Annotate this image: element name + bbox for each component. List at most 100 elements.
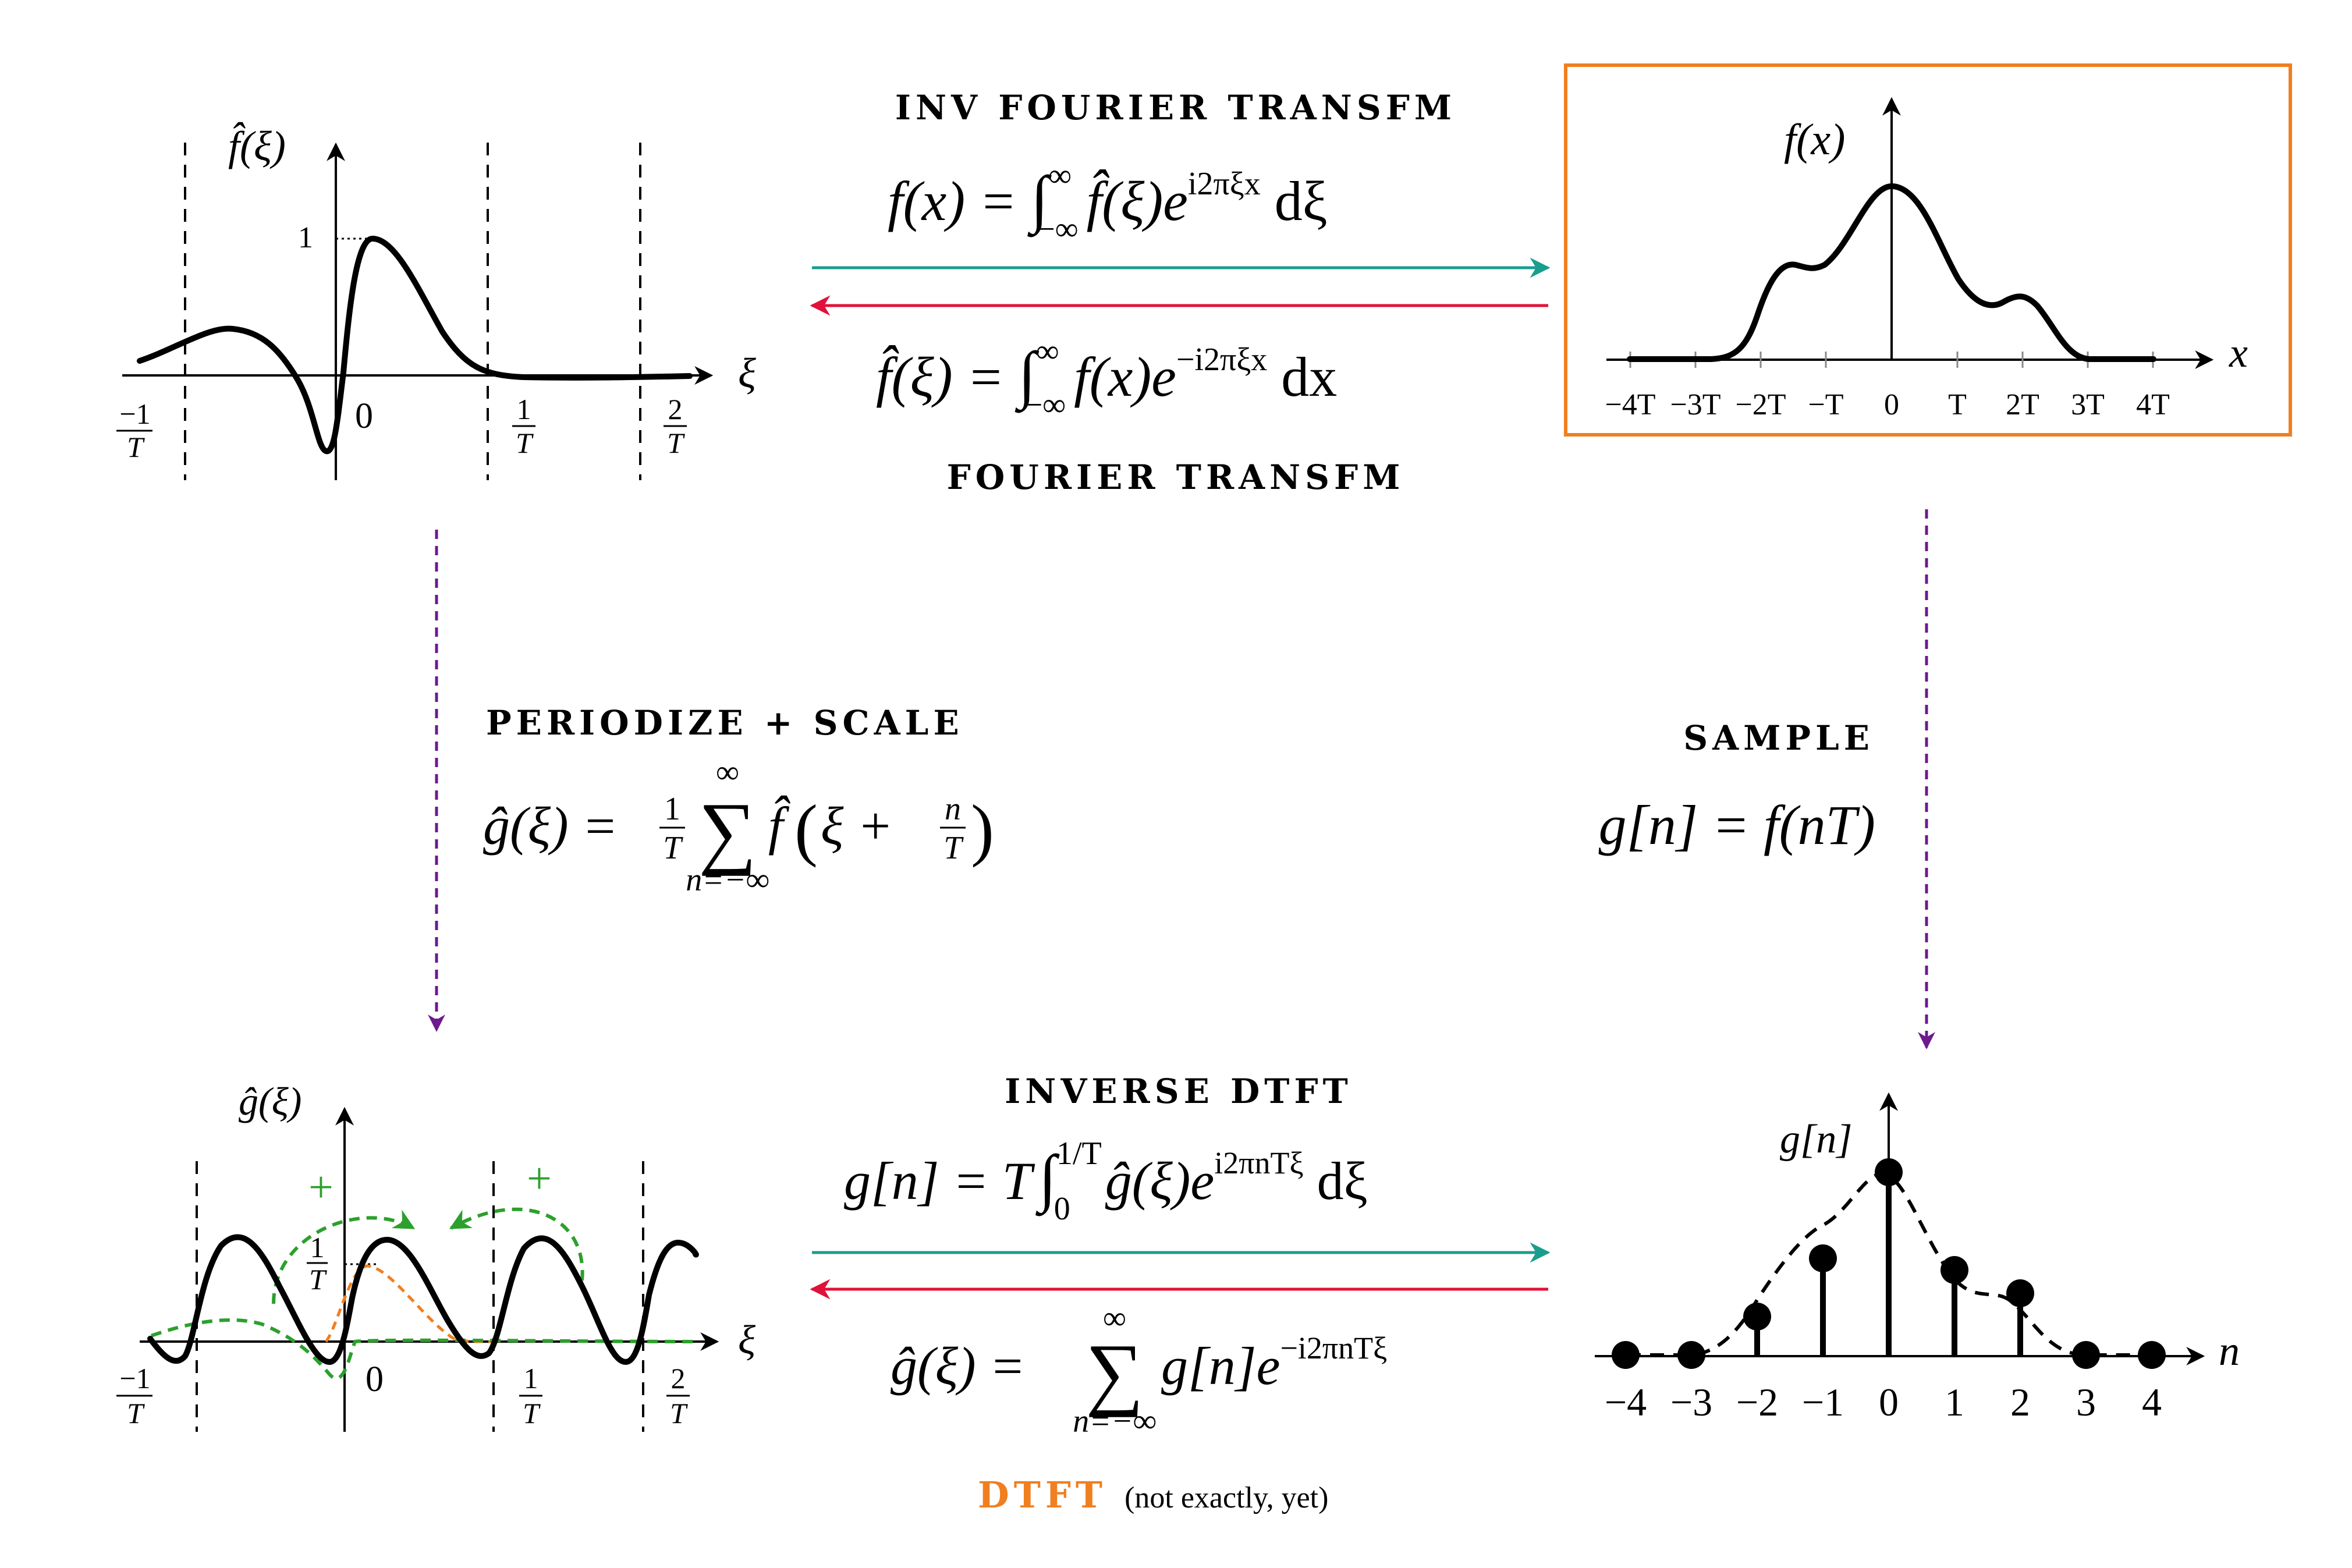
stem-tick-label: −2: [1736, 1380, 1778, 1424]
tr-xtick-7: 3T: [2071, 388, 2105, 421]
sample-title: SAMPLE: [1683, 718, 1874, 758]
tl-xtick-den-0: T: [127, 431, 145, 463]
bl-periodic-curve: [147, 1234, 699, 1365]
tr-xtick-5: T: [1948, 388, 1967, 421]
bl-y-tick-den: T: [309, 1263, 327, 1296]
inverse-fourier-upper: ∞: [1048, 158, 1072, 194]
fourier-formula: f̂(ξ) = ∫∞ −∞ f(x)e−i2πξx dx: [876, 334, 1337, 423]
bl-xtick-den-1: T: [523, 1397, 541, 1429]
tl-xtick-num-0: −1: [119, 398, 150, 430]
dtft-label: DTFT: [978, 1474, 1107, 1516]
signal-frame: [1564, 63, 2292, 437]
br-stems: [1612, 1158, 2166, 1369]
bl-origin-label: 0: [366, 1360, 384, 1399]
tl-xtick-num-2: 2: [668, 393, 683, 425]
periodize-close-paren: ): [971, 790, 994, 868]
bl-xtick-den-2: T: [670, 1397, 688, 1429]
stem-marker: [1677, 1341, 1705, 1369]
periodize-sum-lower: n=−∞: [686, 862, 769, 898]
periodize-frac-num: 1: [664, 791, 680, 827]
stem-marker: [2072, 1341, 2100, 1369]
bottom-left-labels: ĝ(ξ) ξ + + 1 T 0 −1 T 1 T 2 T: [116, 1079, 755, 1429]
top-right-plot: [1606, 97, 2214, 369]
inverse-dtft-formula: g[n] = T ∫1/T 0 ĝ(ξ)ei2πnTξ dξ: [844, 1136, 1368, 1227]
dtft-note: (not exactly, yet): [1124, 1481, 1328, 1514]
top-left-plot: [122, 142, 714, 480]
bottom-right-plot: [1595, 1092, 2205, 1369]
br-y-label: g[n]: [1780, 1117, 1852, 1162]
br-x-tick-labels: −4 −3 −2 −1 0 1 2 3 4: [1605, 1380, 2162, 1424]
bl-xtick-num-0: −1: [119, 1362, 150, 1395]
inverse-fourier-differential: dξ: [1261, 170, 1328, 232]
tr-xtick-2: −2T: [1735, 388, 1786, 421]
br-envelope: [1627, 1172, 2151, 1357]
dtft-integrand: g[n]e: [1161, 1336, 1280, 1396]
br-x-label: n: [2219, 1328, 2240, 1374]
bl-shifted-copy-green: [150, 1318, 696, 1381]
tr-xtick-8: 4T: [2136, 388, 2170, 421]
dtft-sum-lower: n=−∞: [1073, 1403, 1157, 1439]
periodize-inner-num: n: [945, 791, 961, 827]
inverse-dtft-title: INVERSE DTFT: [1005, 1072, 1353, 1111]
sample-formula: g[n] = f(nT): [1599, 794, 1876, 856]
periodize-term-start: f̂: [768, 796, 791, 856]
inverse-dtft-differential: dξ: [1304, 1151, 1368, 1211]
stem-tick-label: 2: [2010, 1380, 2030, 1424]
bl-xtick-num-1: 1: [524, 1362, 538, 1395]
tl-spectrum-curve: [137, 235, 693, 455]
tr-xtick-1: −3T: [1670, 388, 1720, 421]
stem-tick-label: 3: [2076, 1380, 2096, 1424]
tr-xtick-0: −4T: [1605, 388, 1655, 421]
bottom-right-labels: g[n] n −4 −3 −2 −1 0 1 2 3 4: [1605, 1117, 2240, 1424]
inverse-dtft-integral: ∫: [1035, 1142, 1060, 1216]
stem-marker: [1809, 1244, 1837, 1272]
inverse-fourier-formula: f(x) = ∫∞ −∞ f̂(ξ)ei2πξx dξ: [888, 158, 1328, 247]
inverse-fourier-integrand: f̂(ξ)e: [1087, 169, 1188, 232]
tr-y-label: f(x): [1784, 115, 1845, 164]
tr-xtick-3: −T: [1808, 388, 1843, 421]
fourier-lower: −∞: [1024, 387, 1066, 423]
tl-y-label: f̂(ξ): [228, 122, 286, 169]
dtft-sum-upper: ∞: [1103, 1300, 1126, 1336]
tl-x-label: ξ: [738, 350, 756, 396]
fourier-lhs: f̂(ξ) =: [876, 345, 1019, 408]
tr-x-label: x: [2229, 329, 2248, 376]
tl-xtick-den-1: T: [516, 427, 534, 459]
dtft-sum-symbol: ∑: [1085, 1328, 1144, 1418]
tl-xtick-den-2: T: [667, 427, 685, 459]
tr-signal-curve: [1627, 183, 2156, 362]
tl-xtick-num-1: 1: [517, 393, 531, 425]
stem-tick-label: −1: [1802, 1380, 1844, 1424]
inverse-fourier-integral: ∫: [1027, 163, 1052, 237]
stem-tick-label: 1: [1945, 1380, 1964, 1424]
fourier-upper: ∞: [1036, 334, 1059, 370]
inverse-dtft-lhs: g[n] = T: [844, 1151, 1035, 1211]
periodize-frac-den: T: [663, 830, 683, 866]
stem-marker: [1743, 1303, 1771, 1331]
periodize-title: PERIODIZE + SCALE: [486, 703, 964, 743]
fourier-integral: ∫: [1015, 339, 1040, 413]
stem-tick-label: −4: [1605, 1380, 1647, 1424]
bl-xtick-den-0: T: [127, 1397, 145, 1429]
dtft-term: g[n]e−i2πnTξ: [1161, 1331, 1387, 1396]
periodize-formula: ĝ(ξ) = 1 T ∞ ∑ n=−∞ f̂ ( ξ + n T ): [483, 754, 994, 898]
bottom-left-plot: [140, 1106, 719, 1432]
dtft-formula: ĝ(ξ) = ∞ ∑ n=−∞ g[n]e−i2πnTξ: [891, 1300, 1387, 1439]
periodize-term-inner: ξ +: [821, 796, 893, 856]
inverse-dtft-lower: 0: [1054, 1191, 1070, 1227]
bl-x-label: ξ: [738, 1318, 755, 1363]
stem-marker: [2006, 1279, 2034, 1307]
tr-xtick-6: 2T: [2006, 388, 2039, 421]
tl-origin-label: 0: [355, 396, 373, 436]
bl-plus-left: +: [308, 1163, 334, 1212]
periodize-open-paren: (: [794, 790, 818, 868]
bl-y-label: ĝ(ξ): [239, 1079, 301, 1123]
dtft-exponent: −i2πnTξ: [1280, 1331, 1387, 1365]
stem-marker: [1875, 1158, 1903, 1186]
inverse-dtft-upper: 1/T: [1056, 1136, 1102, 1172]
fourier-exponent: −i2πξx: [1176, 342, 1267, 378]
inverse-dtft-exponent: i2πnTξ: [1214, 1145, 1303, 1180]
stem-marker: [2138, 1341, 2166, 1369]
dtft-lhs: ĝ(ξ) =: [891, 1336, 1026, 1396]
